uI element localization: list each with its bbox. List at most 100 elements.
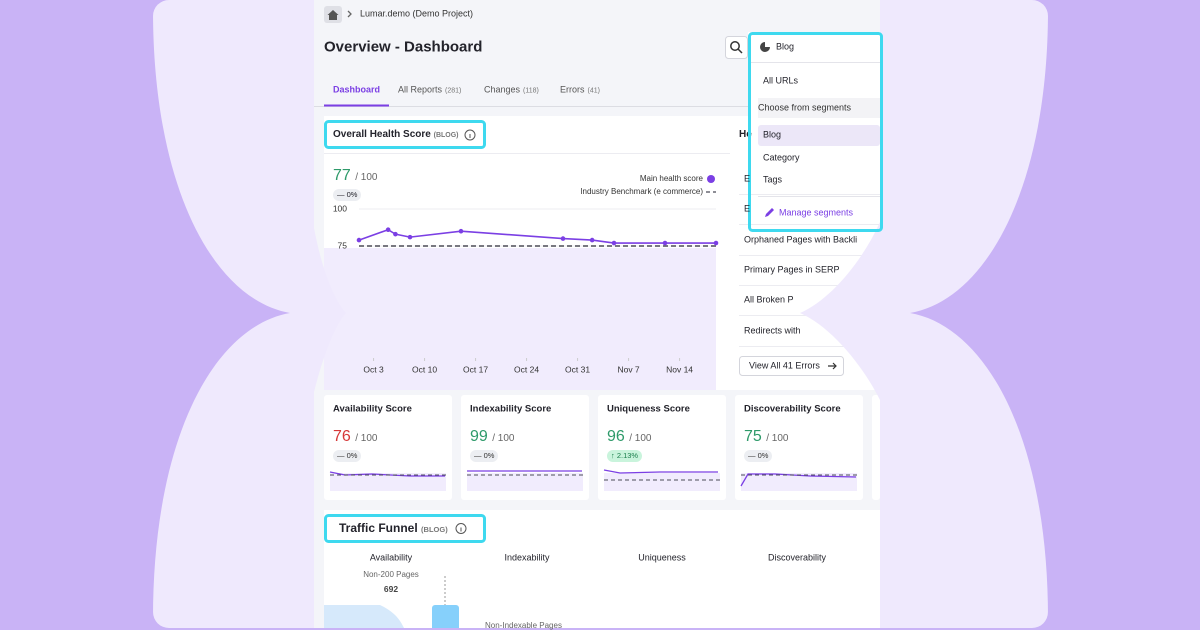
x-tick-label: Oct 17 [463, 364, 488, 374]
right-lobe [910, 10, 1048, 618]
menu-segment[interactable]: Blog [763, 129, 782, 140]
x-tick-label: Nov 14 [666, 364, 693, 374]
score-value: 77 [333, 167, 351, 184]
segment-tag: (BLOG) [433, 132, 459, 139]
errors-button-label[interactable]: View All 41 Errors [749, 360, 820, 371]
card-title: Uniqueness Score [607, 403, 690, 415]
x-tick-label: Oct 24 [514, 364, 539, 374]
spark-fill [330, 473, 446, 491]
info-icon [464, 129, 476, 141]
highlight [324, 514, 486, 543]
point [560, 236, 566, 241]
card-score: 96 / 100 [607, 429, 652, 445]
score-value: 76 [333, 428, 351, 445]
tab[interactable]: Changes (118) [484, 84, 539, 95]
error-item[interactable]: E [744, 203, 751, 214]
menu-selected [758, 125, 880, 146]
error-item[interactable]: Orphaned Pages with Backli [744, 234, 858, 245]
sparkline [603, 469, 718, 474]
card-score: 99 / 100 [470, 429, 515, 445]
legend-label: Industry Benchmark (e commerce) [580, 187, 703, 196]
tab-label[interactable]: Errors [560, 84, 585, 95]
change-chip: — 0% [333, 189, 362, 201]
info-icon [455, 523, 467, 534]
tab-label[interactable]: Changes [484, 84, 521, 95]
home-icon [327, 10, 339, 20]
health-score: 77 / 100 [333, 168, 378, 184]
plot-fill [324, 248, 716, 390]
tab[interactable]: All Reports (281) [398, 84, 462, 95]
x-tick-label: Nov 7 [617, 364, 639, 374]
menu-group [758, 98, 880, 118]
funnel-stage-label: Non-200 Pages [363, 570, 419, 579]
score-max: / 100 [629, 433, 652, 444]
change-chip: — 0% [744, 450, 773, 462]
funnel-area [324, 605, 404, 628]
tab-label[interactable]: Dashboard [333, 84, 381, 95]
tab-count: (281) [445, 87, 462, 95]
menu-segment[interactable]: Category [763, 152, 800, 162]
error-item[interactable]: Primary Pages in SERP [744, 264, 840, 275]
series-line [358, 228, 716, 244]
sparkline [740, 473, 857, 487]
error-item[interactable]: E [744, 173, 751, 184]
segment-selected[interactable]: Blog [776, 41, 795, 52]
pencil-icon [765, 208, 774, 217]
error-item[interactable]: All Broken P [744, 294, 794, 305]
funnel-title: Traffic Funnel (BLOG) [339, 522, 448, 534]
card-title: Discoverability Score [744, 403, 841, 415]
breadcrumb: Lumar.demo (Demo Project) [360, 8, 474, 19]
tab-count: (41) [587, 87, 600, 95]
info-icons [455, 129, 476, 534]
pie-icon [760, 42, 770, 52]
x-tick-label: Oct 31 [565, 364, 590, 374]
card-score: 75 / 100 [744, 429, 789, 445]
left-veil [314, 228, 346, 392]
health-title-text: Overall Health Score [333, 129, 431, 140]
health-title: Overall Health Score (BLOG) [333, 130, 459, 140]
segment-tag: (BLOG) [421, 525, 448, 534]
menu-group-label: Choose from segments [758, 102, 852, 113]
point [458, 228, 464, 234]
score-value: 96 [607, 428, 625, 445]
change-chip: — 0% [470, 450, 499, 462]
menu-option[interactable]: All URLs [763, 75, 799, 86]
card-score: 76 / 100 [333, 429, 378, 445]
highlight [324, 120, 486, 149]
card-title: Availability Score [333, 403, 412, 415]
score-max: / 100 [766, 433, 789, 444]
funnel-title-text: Traffic Funnel [339, 521, 418, 535]
x-tick-label: Oct 3 [363, 364, 384, 374]
highlight [748, 32, 883, 232]
page-title: Overview - Dashboard [324, 38, 483, 56]
change-chip: — 0% [333, 450, 362, 462]
tab[interactable]: Dashboard [333, 84, 381, 95]
arrow-icon [828, 362, 837, 370]
score-max: / 100 [492, 433, 515, 444]
errors-button[interactable] [739, 356, 844, 376]
search-icon-handle [737, 48, 743, 54]
x-tick-label: Oct 10 [412, 364, 437, 374]
tab-label[interactable]: All Reports [398, 84, 443, 95]
manage-segments[interactable]: Manage segments [779, 207, 854, 218]
score-max: / 100 [355, 172, 378, 183]
spark-fill [604, 473, 720, 491]
y-tick-label: 100 [333, 203, 347, 213]
point [407, 234, 413, 240]
y-tick-label: 75 [338, 240, 348, 250]
funnel-column: Discoverability [767, 552, 827, 563]
tab-count: (118) [523, 87, 539, 95]
score-value: 75 [744, 428, 762, 445]
menu-segment[interactable]: Tags [763, 174, 783, 185]
search-icon [730, 41, 740, 51]
card-title: Indexability Score [470, 403, 552, 415]
funnel-column: Indexability [504, 552, 550, 563]
legend-label: Main health score [640, 174, 704, 183]
tab[interactable]: Errors (41) [560, 84, 600, 95]
spark-fill [741, 473, 857, 491]
error-item[interactable]: Redirects with [744, 325, 801, 336]
funnel-next-label: Non-Indexable Pages [485, 621, 562, 630]
